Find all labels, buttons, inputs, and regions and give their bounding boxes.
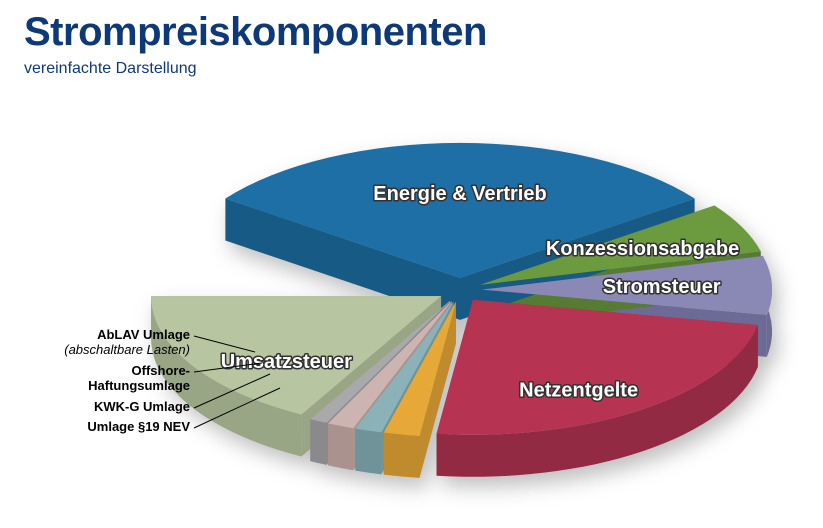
ext-label-offshore_haftungsumlage: Offshore-Haftungsumlage <box>78 364 190 394</box>
ext-label-line1: Offshore- <box>132 363 191 378</box>
slice-label-umsatzsteuer: Umsatzsteuer <box>221 351 352 373</box>
ext-label-kwk_g_umlage: KWK-G Umlage <box>90 400 190 415</box>
slice-label-konzessionsabgabe: Konzessionsabgabe <box>546 238 739 260</box>
slice-label-netzentgelte: Netzentgelte <box>519 380 638 402</box>
ext-label-line1: KWK-G Umlage <box>94 399 190 414</box>
slice-label-energie_vertrieb: Energie & Vertrieb <box>373 183 546 205</box>
ext-label-line2: Haftungsumlage <box>88 378 190 393</box>
ext-label-ablav_umlage: AbLAV Umlage(abschaltbare Lasten) <box>60 328 190 358</box>
ext-label-line2: (abschaltbare Lasten) <box>64 342 190 357</box>
pie-chart: Stromsteuer Konzessionsabgabe Energie & Ve… <box>0 0 823 528</box>
ext-label-line1: Umlage §19 NEV <box>87 419 190 434</box>
ext-label-umlage_19_nev: Umlage §19 NEV <box>80 420 190 435</box>
slice-label-stromsteuer: Stromsteuer <box>603 276 721 298</box>
ext-label-line1: AbLAV Umlage <box>97 327 190 342</box>
